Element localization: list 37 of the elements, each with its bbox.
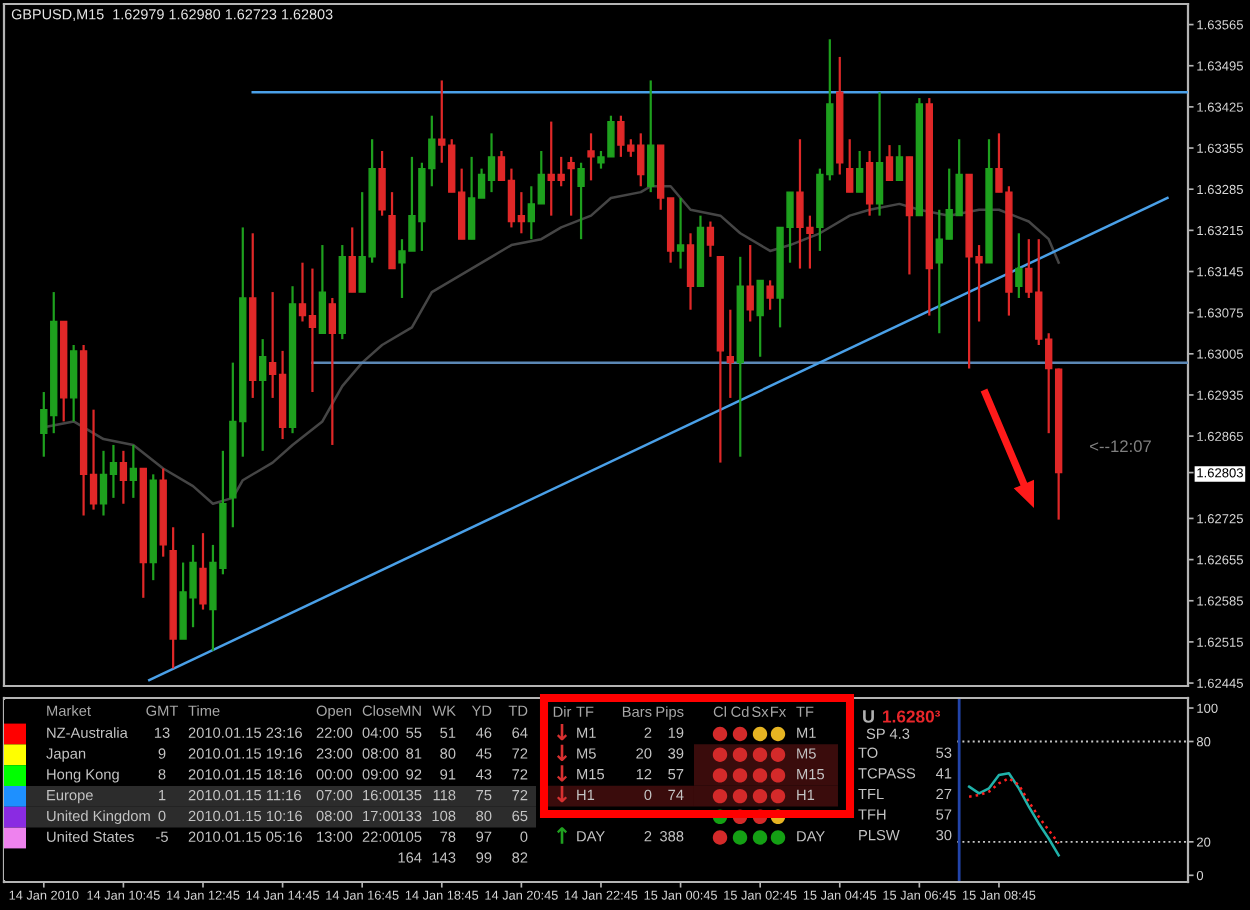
candlestick	[69, 343, 78, 423]
candlestick	[577, 161, 585, 241]
text: ↓	[556, 765, 568, 782]
candlestick	[855, 149, 864, 194]
candlestick	[129, 443, 138, 499]
candlestick	[587, 132, 595, 182]
candlestick	[567, 155, 575, 217]
candlestick	[199, 532, 207, 611]
candlestick	[766, 279, 774, 311]
candlestick	[895, 143, 904, 182]
candlestick	[885, 143, 894, 182]
candlestick	[865, 149, 874, 217]
candlestick	[686, 232, 695, 311]
candlestick	[726, 308, 734, 400]
candlestick	[647, 79, 655, 194]
candlestick	[378, 149, 386, 217]
candlestick	[119, 449, 128, 505]
line-series	[967, 772, 1060, 857]
text: 1.6280³	[883, 710, 941, 723]
candlestick	[348, 226, 356, 294]
candlestick	[1015, 232, 1023, 300]
line-series	[967, 777, 1060, 845]
annotation: <--12:07	[1090, 440, 1151, 453]
candlestick	[846, 138, 854, 194]
text: ↓	[556, 744, 568, 761]
text: ↓	[556, 723, 568, 741]
text: ↓	[556, 786, 568, 803]
candlestick	[875, 91, 884, 217]
candlestick	[706, 220, 715, 258]
candlestick	[318, 243, 327, 335]
text: ↑	[556, 827, 568, 844]
candlestick	[328, 296, 337, 447]
candlestick	[676, 196, 685, 270]
candlestick	[756, 279, 764, 358]
text: U	[863, 710, 874, 723]
candlestick	[259, 338, 267, 452]
candlestick	[746, 243, 754, 323]
